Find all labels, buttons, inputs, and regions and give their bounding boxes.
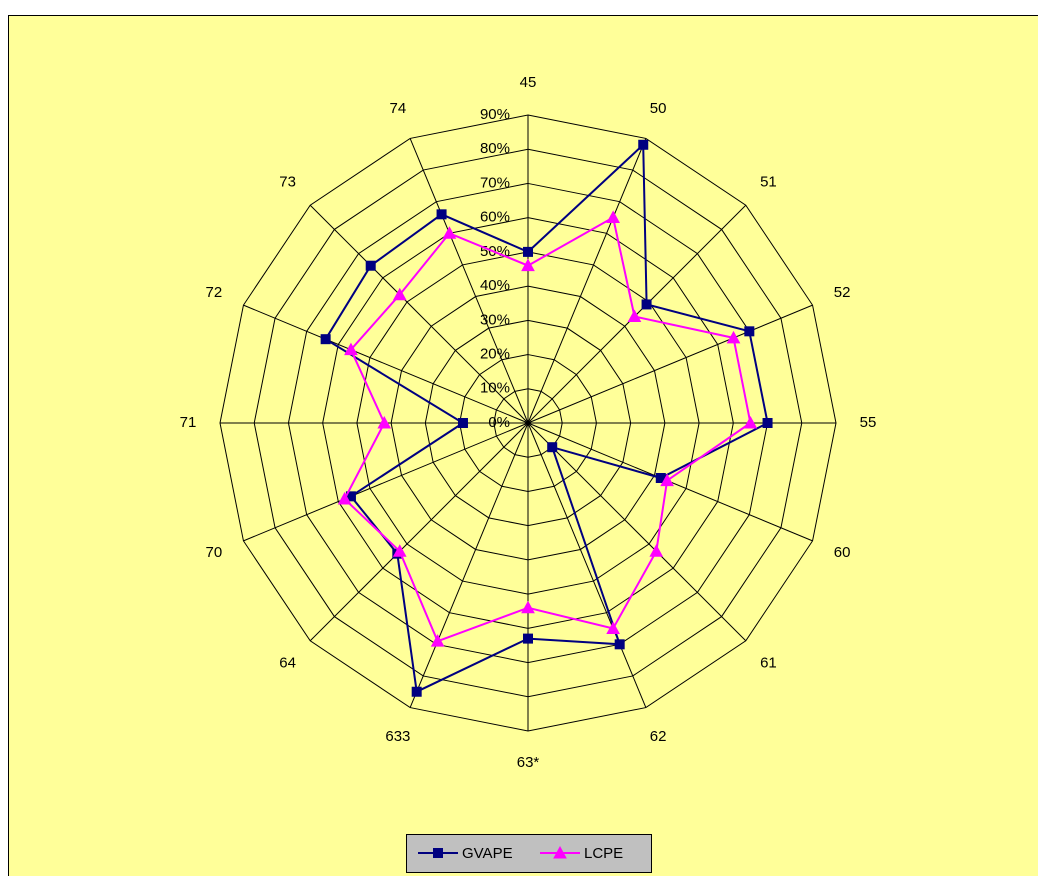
spoke (527, 422, 647, 708)
data-point (726, 330, 741, 344)
spoke (309, 204, 529, 424)
spoke (409, 422, 529, 708)
legend-marker (553, 845, 567, 859)
data-point (337, 491, 352, 505)
data-point (344, 342, 358, 356)
r-tick-label: 90% (480, 106, 510, 123)
data-point (649, 544, 664, 557)
category-label: 55 (860, 414, 877, 431)
legend-marker (433, 848, 443, 858)
category-label: 633 (385, 728, 410, 745)
data-point (457, 418, 468, 428)
r-tick-label: 30% (480, 311, 510, 328)
spoke (243, 304, 529, 424)
spoke (309, 422, 529, 642)
data-point (442, 226, 457, 239)
data-point (392, 287, 407, 301)
chart-area (8, 15, 1038, 876)
data-point (521, 258, 535, 272)
spoke (243, 422, 529, 542)
spoke (409, 138, 529, 424)
category-label: 72 (206, 284, 223, 301)
spoke (527, 304, 813, 424)
spoke (527, 422, 747, 642)
category-label: 50 (650, 100, 667, 117)
data-point (743, 415, 758, 429)
r-tick-label: 70% (480, 174, 510, 191)
data-point (523, 246, 533, 257)
data-point (614, 639, 625, 650)
data-point (547, 442, 558, 453)
data-point (365, 260, 376, 271)
category-label: 64 (279, 654, 296, 671)
spoke (527, 138, 647, 424)
category-label: 61 (760, 654, 777, 671)
r-tick-label: 40% (480, 277, 510, 294)
r-tick-label: 20% (480, 346, 510, 363)
data-point (521, 600, 535, 614)
category-label: 73 (279, 174, 296, 191)
data-point (606, 210, 620, 223)
plot (320, 139, 773, 697)
data-point (627, 309, 642, 323)
data-point (606, 621, 620, 635)
category-label: 70 (206, 544, 223, 561)
data-point (523, 633, 533, 644)
r-tick-label: 80% (480, 140, 510, 157)
r-tick-label: 0% (488, 414, 510, 431)
data-point (392, 544, 407, 557)
data-point (377, 415, 392, 429)
legend-label: GVAPE (462, 845, 513, 862)
r-tick-label: 10% (480, 380, 510, 397)
data-point (762, 418, 773, 428)
category-label: 74 (390, 100, 407, 117)
data-point (411, 686, 422, 697)
category-label: 60 (834, 544, 851, 561)
category-label: 71 (180, 414, 197, 431)
category-label: 52 (834, 284, 851, 301)
data-point (744, 326, 755, 337)
data-point (320, 334, 331, 345)
data-point (430, 634, 445, 647)
legend-label: LCPE (584, 845, 623, 862)
data-point (660, 473, 674, 487)
data-point (641, 299, 652, 310)
legend: GVAPE LCPE (406, 834, 652, 873)
category-label: 45 (520, 74, 537, 91)
category-label: 62 (650, 728, 667, 745)
data-point (638, 139, 649, 150)
data-point (436, 209, 447, 220)
r-tick-label: 60% (480, 209, 510, 226)
category-label: 51 (760, 174, 777, 191)
category-label: 63* (517, 754, 540, 771)
